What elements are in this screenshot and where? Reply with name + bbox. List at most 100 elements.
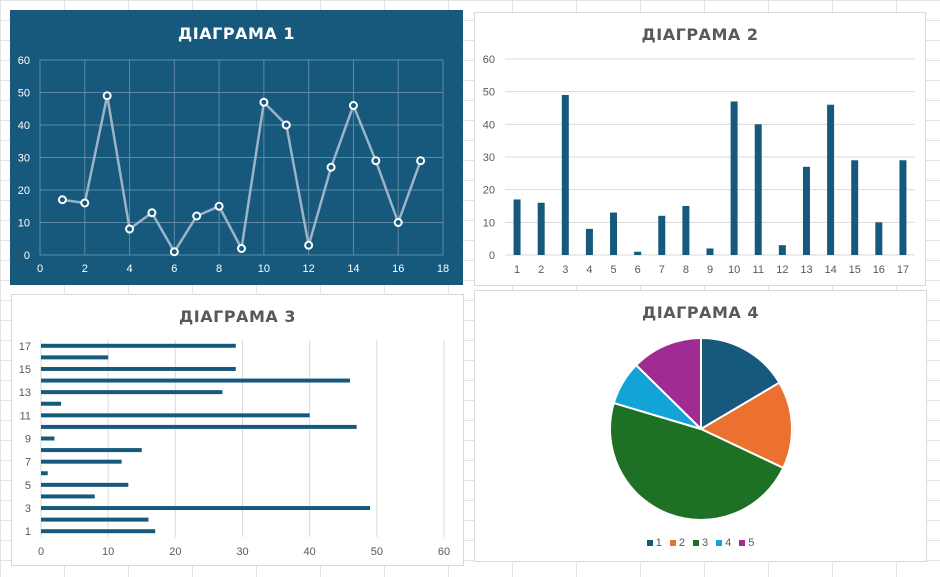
chart-3-panel: ДІАГРАМА 3 0 10 20 30 40 50 60 1 3 5 7 9 11 13 15 17 xyxy=(11,294,464,566)
chart-1-y-tick: 0 xyxy=(24,250,30,262)
chart-3-bar xyxy=(41,355,109,360)
chart-2-x-tick: 14 xyxy=(824,264,836,276)
chart-3-x-tick: 0 xyxy=(38,546,44,558)
chart-2-bar xyxy=(778,245,786,255)
chart-4-legend-swatch xyxy=(739,540,746,547)
chart-1-point xyxy=(281,120,291,130)
chart-1-y-tick: 30 xyxy=(18,153,30,165)
chart-1-x-tick: 10 xyxy=(258,263,270,275)
chart-2-panel: ДІАГРАМА 2 0 10 20 30 40 50 60 1 2 3 4 5 6 7 8 9 10 11 12 1… xyxy=(474,12,926,286)
chart-4-legend-label: 4 xyxy=(725,537,732,549)
chart-1-title: ДІАГРАМА 1 xyxy=(178,24,295,43)
chart-3-bar xyxy=(41,378,350,383)
chart-2-y-tick: 20 xyxy=(483,185,495,197)
chart-1-x-tick: 6 xyxy=(171,263,177,275)
chart-2-bar xyxy=(827,104,835,255)
chart-4-slice xyxy=(700,381,793,469)
chart-2-y-tick: 0 xyxy=(489,250,495,262)
chart-3-y-tick: 17 xyxy=(19,341,31,353)
chart-4-legend-label: 5 xyxy=(748,537,755,549)
chart-1-x-tick: 18 xyxy=(437,263,449,275)
chart-1-point xyxy=(125,224,135,234)
chart-4-plot xyxy=(609,337,793,521)
chart-2-bar xyxy=(658,215,666,255)
chart-2-bar xyxy=(899,160,907,255)
chart-2-bar xyxy=(875,222,883,255)
chart-4-legend-swatch xyxy=(669,540,676,547)
chart-3-bar xyxy=(41,366,236,371)
chart-3-x-tick: 20 xyxy=(169,546,181,558)
chart-4-legend-label: 1 xyxy=(655,537,662,549)
chart-2-x-tick: 10 xyxy=(728,264,740,276)
chart-3-bar xyxy=(41,482,129,487)
chart-1-x-tick: 14 xyxy=(347,263,359,275)
chart-3-bar xyxy=(41,529,156,534)
chart-3-x-tick: 30 xyxy=(236,546,248,558)
chart-4-legend-swatch xyxy=(646,540,653,547)
chart-2-title: ДІАГРАМА 2 xyxy=(641,25,759,44)
chart-4-legend-item: 1 xyxy=(646,537,662,549)
chart-3-title: ДІАГРАМА 3 xyxy=(179,307,296,326)
chart-2-bar xyxy=(706,248,714,255)
chart-2-bar xyxy=(537,202,545,255)
chart-2-x-tick: 5 xyxy=(610,264,616,276)
chart-4-legend-swatch xyxy=(692,540,699,547)
chart-2-x-tick: 8 xyxy=(683,264,689,276)
chart-1-y-tick: 50 xyxy=(18,88,30,100)
chart-4-legend-item: 3 xyxy=(692,537,708,549)
chart-1-point xyxy=(348,101,358,110)
chart-3-bar xyxy=(41,390,223,395)
chart-3-bar xyxy=(41,471,48,476)
chart-3-bar xyxy=(41,494,95,499)
chart-4-legend-swatch xyxy=(716,540,723,547)
chart-3-bar xyxy=(41,424,357,429)
chart-2-bar xyxy=(513,199,521,255)
chart-3-bar xyxy=(41,436,55,441)
chart-3-bar xyxy=(41,459,122,464)
chart-1-point xyxy=(416,156,426,166)
chart-3-y-tick: 5 xyxy=(25,480,31,492)
chart-1-point xyxy=(102,91,112,101)
chart-3-bar xyxy=(41,448,142,453)
chart-1-y-tick: 10 xyxy=(18,218,30,230)
chart-1-point xyxy=(80,198,90,208)
chart-1-x-tick: 16 xyxy=(392,263,404,275)
chart-2-y-tick: 50 xyxy=(483,87,495,99)
chart-2-x-tick: 16 xyxy=(873,264,885,276)
chart-1-series-line xyxy=(62,94,422,254)
chart-1-point xyxy=(57,195,67,205)
chart-1-x-tick: 12 xyxy=(303,263,315,275)
chart-3-bar xyxy=(41,413,310,418)
chart-2-x-tick: 6 xyxy=(635,264,641,276)
chart-4-legend-label: 2 xyxy=(678,537,685,549)
chart-3-x-tick: 40 xyxy=(304,546,316,558)
chart-3-y-tick: 1 xyxy=(25,526,31,538)
chart-3-bar xyxy=(41,401,62,406)
chart-2-x-tick: 2 xyxy=(538,264,544,276)
chart-2-x-tick: 17 xyxy=(897,264,909,276)
chart-3-y-tick: 3 xyxy=(25,503,31,515)
chart-2-x-tick: 12 xyxy=(776,264,788,276)
chart-3-x-tick: 10 xyxy=(102,546,114,558)
chart-2-bar xyxy=(610,212,618,255)
chart-2-y-tick: 40 xyxy=(483,119,495,131)
chart-4-slice xyxy=(700,337,781,430)
chart-1-plot: 0 2 4 6 8 10 12 14 16 18 0 10 20 30 40 50 60 xyxy=(18,55,449,275)
chart-3-bar xyxy=(41,506,371,511)
chart-1-y-tick: 40 xyxy=(18,120,30,132)
chart-1-point xyxy=(214,201,224,211)
chart-4-slice xyxy=(609,402,785,521)
chart-1-point xyxy=(304,240,314,250)
chart-2-x-tick: 9 xyxy=(707,264,713,276)
chart-1-point xyxy=(393,218,403,227)
chart-3-y-tick: 15 xyxy=(19,364,31,376)
chart-2-x-tick: 13 xyxy=(800,264,812,276)
chart-1-y-tick: 60 xyxy=(18,55,30,67)
chart-4-panel: ДІАГРАМА 4 1 2 3 4 5 xyxy=(474,290,927,562)
chart-4-slice xyxy=(635,337,702,430)
chart-1-point xyxy=(147,208,157,218)
chart-1-x-tick: 0 xyxy=(37,263,43,275)
chart-3-x-tick: 50 xyxy=(371,546,383,558)
